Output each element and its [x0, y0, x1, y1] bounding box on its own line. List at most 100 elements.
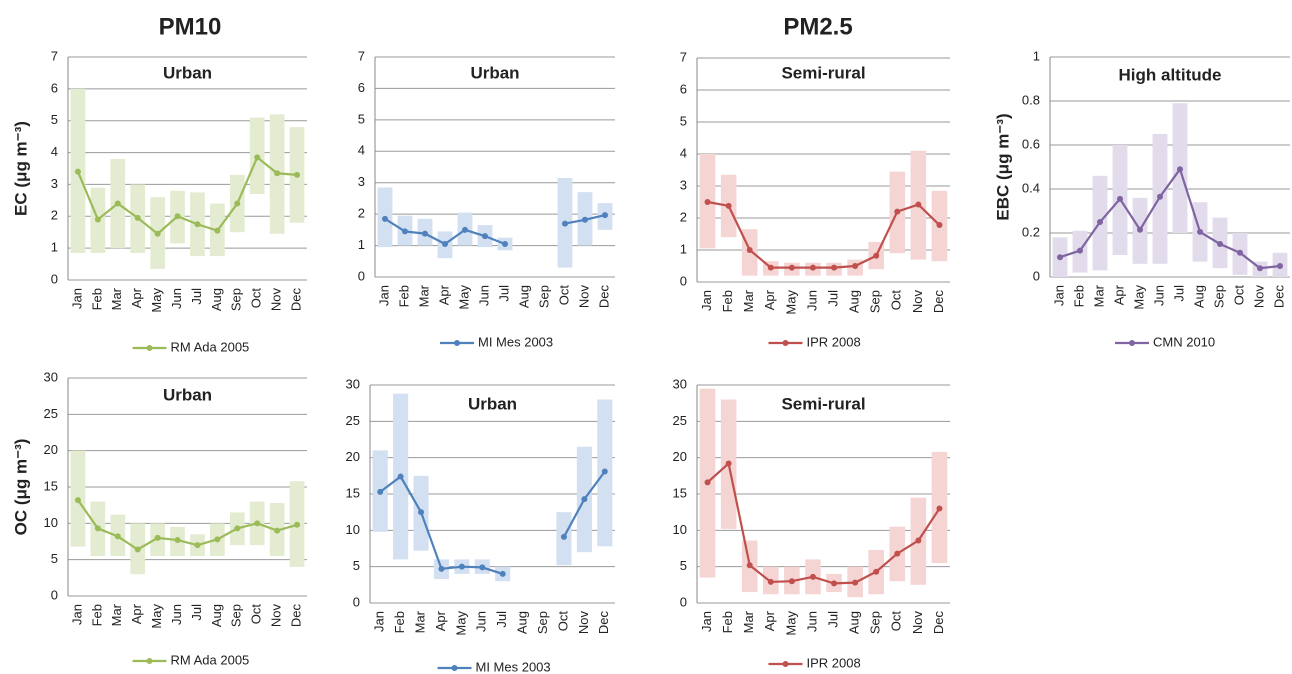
x-tick-label: Sep: [229, 604, 244, 627]
x-tick-label: Apr: [129, 603, 144, 624]
x-tick-label: Oct: [889, 611, 904, 632]
chart-title: Semi-rural: [781, 63, 865, 82]
x-tick-label: Jul: [496, 285, 511, 302]
data-line: [76, 155, 298, 236]
y-tick-label: 15: [346, 485, 360, 500]
y-tick-label: 6: [51, 80, 58, 95]
legend-marker: [782, 661, 789, 667]
y-tick-label: 0: [353, 594, 360, 609]
x-tick-label: Jan: [372, 611, 387, 632]
data-point: [174, 213, 181, 220]
x-tick-label: May: [783, 611, 798, 636]
x-tick-label: Jun: [804, 611, 819, 632]
y-tick-label: 0: [680, 594, 687, 609]
data-point: [809, 264, 816, 271]
data-point: [562, 220, 568, 227]
x-tick-label: Sep: [1211, 285, 1226, 308]
legend-marker: [451, 665, 458, 671]
data-point: [746, 562, 753, 569]
y-tick-label: 7: [358, 48, 365, 63]
data-point: [482, 233, 488, 240]
data-point: [602, 212, 608, 219]
y-tick-label: 25: [44, 406, 58, 421]
y-tick-label: 2: [680, 209, 687, 224]
data-point: [74, 497, 81, 504]
data-point: [1077, 247, 1083, 254]
data-point: [936, 505, 943, 512]
y-tick-label: 6: [680, 81, 687, 96]
x-tick-label: Aug: [516, 285, 531, 308]
x-tick-label: Dec: [596, 285, 611, 309]
data-point: [746, 247, 753, 253]
x-tick-label: Sep: [868, 611, 883, 634]
x-tick-label: Sep: [868, 290, 883, 313]
data-point: [1057, 254, 1063, 261]
y-tick-label: 0.4: [1022, 180, 1040, 195]
x-tick-label: Dec: [596, 611, 611, 635]
data-point: [234, 525, 241, 532]
legend-label: MI Mes 2003: [478, 334, 553, 349]
x-tick-label: Mar: [741, 610, 756, 633]
x-tick-label: Dec: [931, 290, 946, 314]
chart-title: Semi-rural: [781, 394, 865, 413]
x-tick-label: May: [149, 604, 164, 629]
x-tick-label: May: [456, 285, 471, 310]
data-point: [479, 564, 486, 571]
data-point: [418, 509, 425, 516]
chart-title: Urban: [163, 63, 212, 82]
data-point: [74, 168, 81, 175]
x-tick-label: Mar: [109, 603, 124, 626]
data-point: [154, 230, 161, 237]
data-point: [894, 550, 901, 557]
x-tick-label: Dec: [931, 611, 946, 635]
legend-marker: [782, 340, 789, 346]
data-point: [936, 222, 943, 229]
data-point: [873, 252, 880, 259]
y-tick-label: 4: [51, 144, 58, 159]
x-tick-label: Oct: [555, 611, 570, 632]
y-tick-label: 0: [51, 271, 58, 286]
heading: PM10: [159, 13, 222, 40]
x-tick-label: Feb: [1071, 285, 1086, 307]
data-point: [294, 171, 301, 178]
data-point: [442, 241, 448, 247]
y-tick-label: 3: [358, 174, 365, 189]
y-tick-label: 3: [680, 177, 687, 192]
y-tick-label: 4: [358, 143, 365, 158]
data-point: [402, 228, 408, 235]
data-point: [581, 496, 588, 503]
data-point: [1117, 195, 1123, 202]
legend-label: IPR 2008: [807, 334, 861, 349]
x-tick-label: Jul: [189, 604, 204, 621]
data-point: [1157, 193, 1163, 200]
x-tick-label: Aug: [209, 288, 224, 311]
y-tick-label: 5: [51, 551, 58, 566]
x-tick-label: Jan: [699, 290, 714, 311]
y-tick-label: 30: [673, 376, 687, 391]
data-line: [1059, 166, 1281, 270]
y-tick-label: 1: [51, 240, 58, 255]
data-point: [767, 264, 774, 271]
data-point: [831, 580, 838, 587]
data-point: [94, 216, 101, 223]
data-point: [725, 460, 732, 467]
legend-label: RM Ada 2005: [171, 339, 250, 354]
y-axis-label: EBC (μg m⁻³): [993, 113, 1012, 220]
x-tick-label: Nov: [910, 611, 925, 635]
data-point: [894, 208, 901, 215]
x-tick-label: May: [783, 290, 798, 315]
data-point: [1137, 226, 1143, 233]
x-tick-label: Jun: [169, 604, 184, 625]
data-point: [154, 534, 161, 541]
data-point: [788, 578, 795, 585]
x-tick-label: Dec: [288, 604, 303, 628]
heading: PM2.5: [783, 13, 852, 40]
data-point: [94, 525, 101, 532]
x-tick-label: Oct: [249, 604, 264, 625]
data-point: [852, 579, 859, 586]
y-tick-label: 7: [51, 48, 58, 63]
data-point: [809, 573, 816, 580]
x-tick-label: Jun: [474, 611, 489, 632]
data-line: [77, 499, 298, 551]
chart-title: Urban: [468, 394, 517, 413]
